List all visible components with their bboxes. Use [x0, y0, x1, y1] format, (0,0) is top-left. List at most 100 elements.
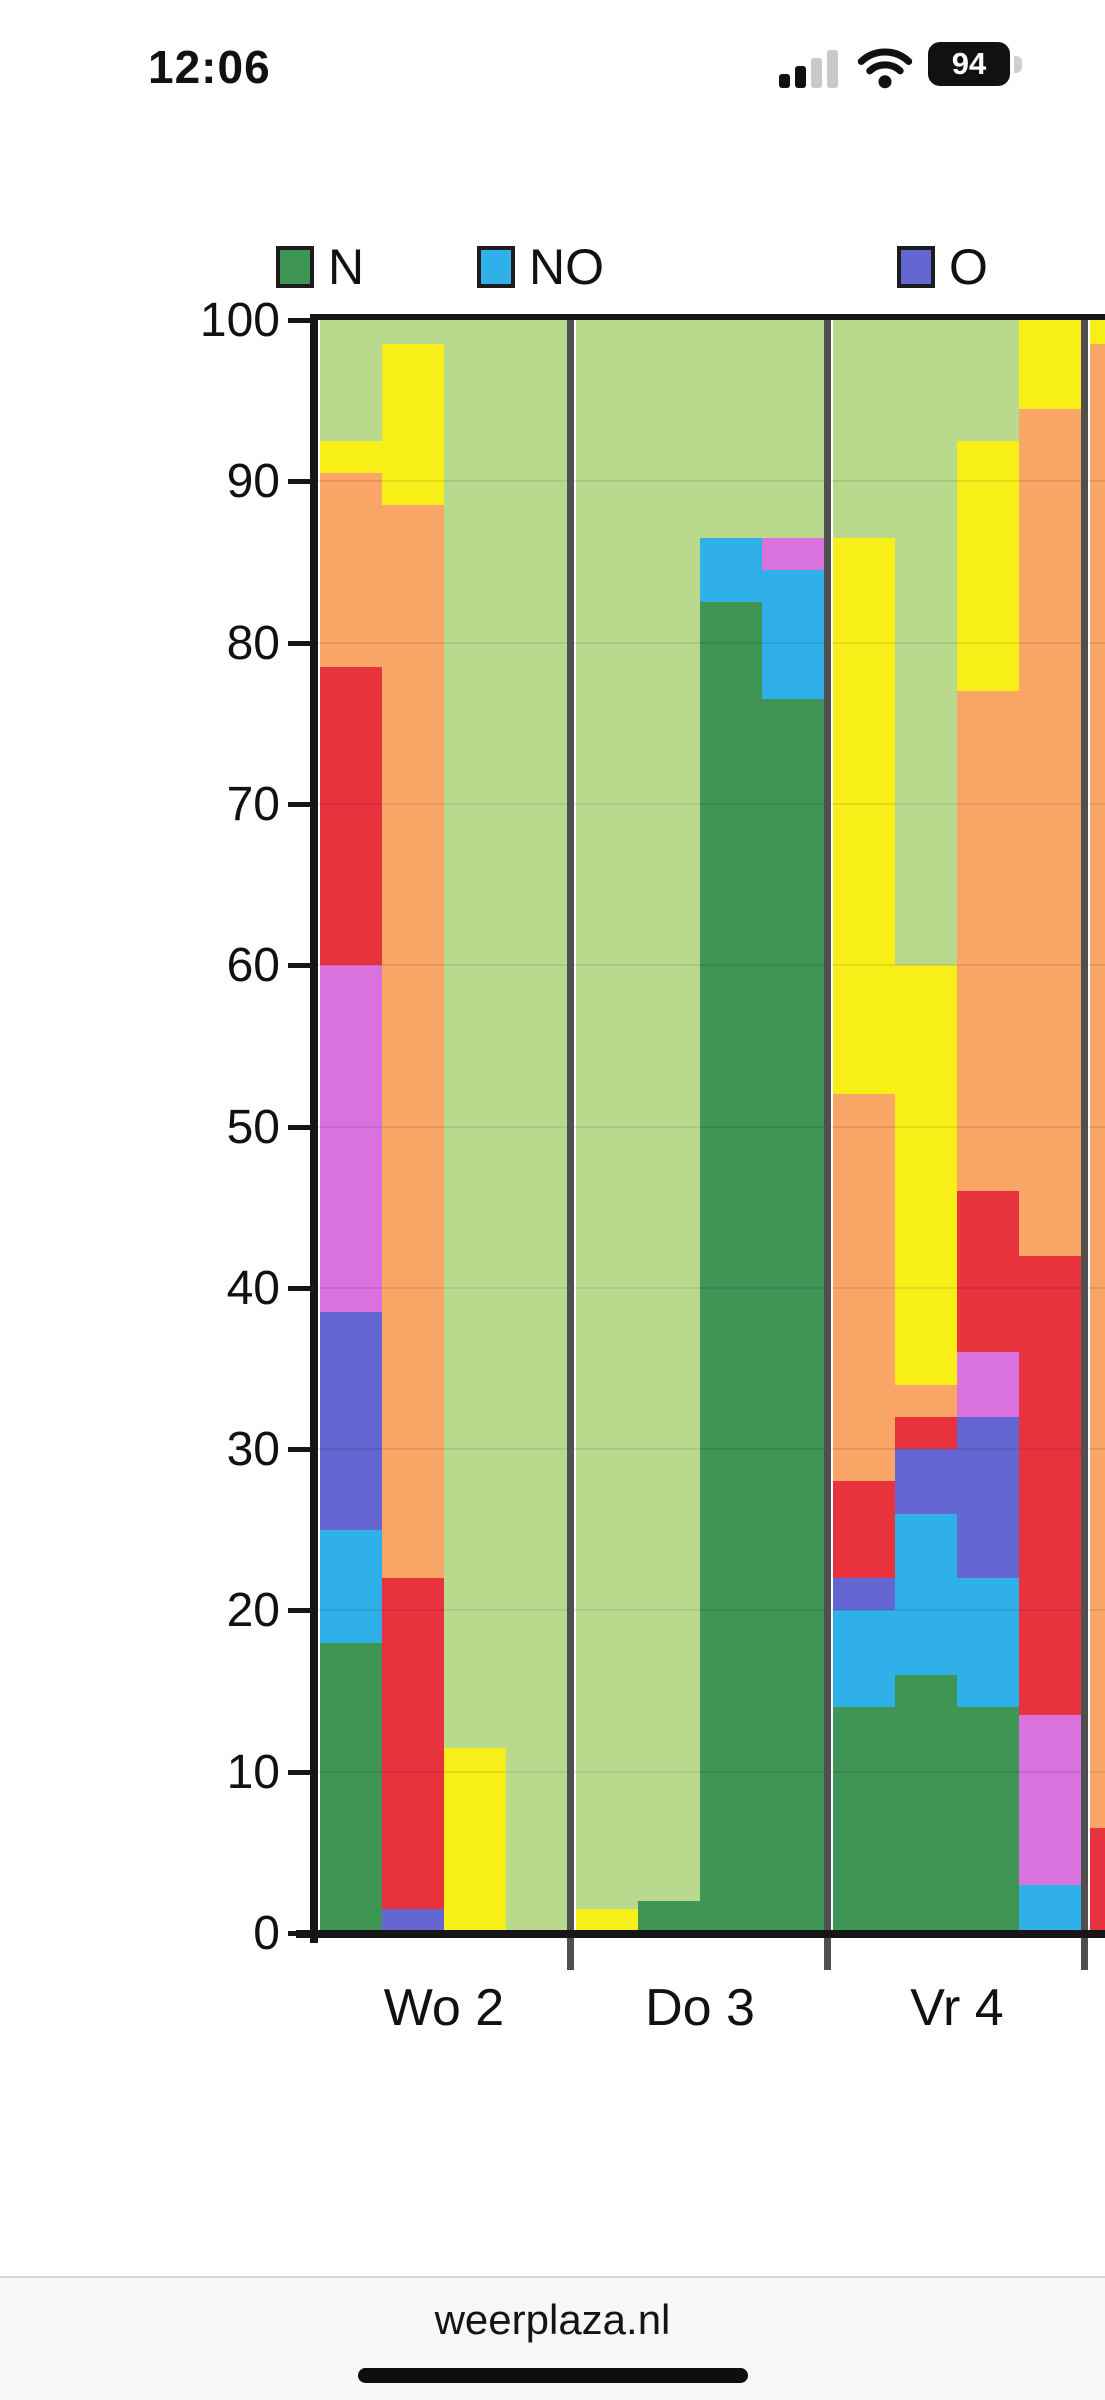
bar-segment-n [895, 1674, 957, 1933]
bar-segment-zw [320, 473, 382, 667]
legend-item-no: NO [477, 238, 604, 296]
y-axis-label: 20 [226, 1584, 280, 1638]
bar-segment-n [700, 602, 762, 1933]
bar-segment-no [895, 1513, 957, 1675]
y-axis-tick [288, 1285, 312, 1291]
bar-segment-zw [382, 505, 444, 1579]
y-axis-tick [288, 479, 312, 485]
y-axis-label: 30 [226, 1423, 280, 1477]
bar-column [1090, 320, 1105, 1933]
battery-icon: 94 [928, 42, 1010, 86]
y-axis-label: 0 [253, 1907, 280, 1960]
bar-segment-w [382, 344, 444, 506]
bar-segment-nw [382, 320, 444, 345]
y-axis-label: 60 [226, 939, 280, 993]
bar-column [957, 320, 1019, 1933]
status-time: 12:06 [148, 41, 271, 93]
legend-swatch-icon [276, 246, 314, 288]
status-bar: 12:06 94 [0, 0, 1105, 120]
bar-segment-no [700, 537, 762, 603]
plot-top-border [310, 314, 1105, 320]
bar-segment-zw [957, 690, 1019, 1191]
bar-column [320, 320, 382, 1933]
y-axis-tick [288, 640, 312, 646]
legend-label: N [328, 239, 365, 295]
bar-column [762, 320, 824, 1933]
bar-segment-w [1019, 320, 1081, 409]
bar-segment-z [1090, 1828, 1105, 1933]
legend-label: NO [529, 239, 604, 295]
bar-segment-n [957, 1707, 1019, 1933]
y-axis-label: 40 [226, 1261, 280, 1315]
x-axis-tick [567, 1938, 574, 1970]
bar-segment-nw [957, 320, 1019, 441]
bar-segment-zw [895, 1384, 957, 1417]
legend-item-n: N [276, 238, 364, 296]
bar-segment-nw [762, 320, 824, 538]
bar-segment-nw [444, 320, 506, 1748]
browser-url-text[interactable]: weerplaza.nl [434, 2296, 671, 2343]
bar-segment-nw [576, 320, 638, 1909]
battery-nub-icon [1014, 56, 1022, 73]
bar-segment-w [833, 537, 895, 1095]
bar-segment-w [320, 440, 382, 474]
bar-segment-z [1019, 1255, 1081, 1716]
bar-segment-nw [700, 320, 762, 538]
y-axis-label: 90 [226, 455, 280, 509]
bar-segment-w [895, 965, 957, 1385]
bar-segment-nw [638, 320, 700, 1901]
x-axis-tick [1081, 1938, 1088, 1970]
bar-segment-zo [762, 537, 824, 570]
bar-segment-z [382, 1578, 444, 1909]
legend-swatch-icon [897, 246, 935, 288]
x-axis-label: Wo 2 [383, 1979, 505, 2037]
bar-column [1019, 320, 1081, 1933]
legend-label: O [949, 239, 988, 295]
y-axis-line [310, 314, 318, 1943]
bar-segment-w [1090, 320, 1105, 345]
bar-segment-o [957, 1416, 1019, 1579]
bar-segment-no [1019, 1884, 1081, 1933]
y-axis-label: 100 [199, 294, 280, 347]
y-axis-label: 50 [226, 1100, 280, 1154]
group-separator [824, 320, 831, 1933]
group-separator [567, 320, 574, 1933]
bar-segment-zo [957, 1352, 1019, 1417]
bar-column [382, 320, 444, 1933]
bar-segment-no [320, 1529, 382, 1643]
bar-segment-zw [1019, 408, 1081, 1256]
y-axis-label: 80 [226, 616, 280, 670]
bar-segment-zw [1090, 344, 1105, 1829]
legend-swatch-icon [477, 246, 515, 288]
y-axis-tick [288, 963, 312, 969]
bar-column [895, 320, 957, 1933]
bar-segment-z [957, 1191, 1019, 1353]
bar-segment-n [320, 1642, 382, 1933]
y-axis-label: 10 [226, 1745, 280, 1799]
bar-segment-nw [833, 320, 895, 538]
bar-segment-no [833, 1610, 895, 1708]
y-axis-label: 70 [226, 777, 280, 831]
y-axis-tick [288, 801, 312, 807]
bar-segment-nw [506, 320, 568, 1933]
bar-segment-nw [895, 320, 957, 966]
bar-column [638, 320, 700, 1933]
bar-segment-no [957, 1578, 1019, 1708]
bar-segment-o [382, 1908, 444, 1933]
bar-segment-n [762, 699, 824, 1933]
bar-column [506, 320, 568, 1933]
bar-segment-o [320, 1311, 382, 1530]
bar-segment-o [895, 1449, 957, 1514]
x-axis-line [296, 1930, 1105, 1938]
legend-item-o: O [897, 238, 988, 296]
bar-column [444, 320, 506, 1933]
x-axis-label: Do 3 [645, 1979, 755, 2037]
bar-segment-zo [1019, 1715, 1081, 1885]
bar-segment-w [957, 440, 1019, 691]
bar-segment-z [895, 1416, 957, 1450]
y-axis-tick [288, 1608, 312, 1614]
bar-segment-n [638, 1900, 700, 1933]
home-indicator[interactable] [358, 2368, 748, 2383]
bar-segment-w [444, 1747, 506, 1933]
